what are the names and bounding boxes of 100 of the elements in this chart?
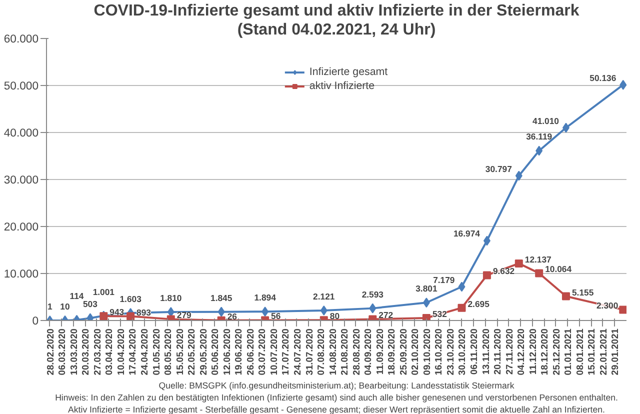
chart-title: COVID-19-Infizierte gesamt und aktiv Infizierte in der Steiermark xyxy=(94,2,580,20)
x-tick-label: 02.10.2020 xyxy=(410,328,420,376)
data-label: 30.797 xyxy=(485,164,512,174)
data-label: 1.810 xyxy=(160,292,182,303)
data-label: 36.119 xyxy=(526,132,552,142)
point xyxy=(458,304,466,312)
data-label: 1.001 xyxy=(92,286,115,297)
point xyxy=(536,146,543,156)
x-tick-label: 23.10.2020 xyxy=(445,328,456,376)
x-tick-label: 27.11.2020 xyxy=(504,328,514,375)
x-tick-label: 27.03.2020 xyxy=(92,328,102,376)
x-tick-label: 17.04.2020 xyxy=(128,328,138,376)
data-label: 114 xyxy=(70,290,84,301)
text: Hinweis: In den Zahlen zu den bestätigten Infektionen (Infizierte gesamt) sind auch alle bisher genesenen und verstorbenen Personen enthalten. xyxy=(55,392,618,402)
x-tick-label: 19.06.2020 xyxy=(234,328,244,376)
x-tick-label: 01.05.2020 xyxy=(151,328,162,376)
x-tick-label: 24.04.2020 xyxy=(140,328,150,376)
x-tick-label: 13.11.2020 xyxy=(480,328,491,375)
data-label: 16.974 xyxy=(453,228,480,239)
data-label: 503 xyxy=(82,299,98,310)
point xyxy=(126,312,135,320)
x-tick-label: 30.10.2020 xyxy=(457,328,468,376)
data-label: 2.593 xyxy=(362,289,384,300)
y-tick-label: 30.000 xyxy=(4,174,39,186)
data-label: 1.894 xyxy=(254,292,276,303)
x-tick-label: 22.05.2020 xyxy=(186,328,197,376)
point xyxy=(422,298,430,308)
x-tick-label: 17.07.2020 xyxy=(280,328,291,376)
x-tick-label: 21.08.2020 xyxy=(340,328,350,376)
point xyxy=(514,259,523,268)
point xyxy=(167,306,174,317)
data-label: 532 xyxy=(432,309,448,319)
x-tick-label: 04.12.2020 xyxy=(516,328,526,376)
x-tick-label: 11.12.2020 xyxy=(528,328,538,375)
chart-subtitle: (Stand 04.02.2021, 24 Uhr) xyxy=(237,22,436,38)
data-label: 26 xyxy=(227,311,238,322)
data-label: 7.179 xyxy=(433,274,455,285)
point xyxy=(535,269,544,278)
x-tick-label: 18.12.2020 xyxy=(540,328,550,376)
point xyxy=(515,170,522,181)
x-tick-label: 15.01.2021 xyxy=(586,328,597,376)
x-tick-label: 08.05.2020 xyxy=(163,328,174,376)
legend-label: Infizierte gesamt xyxy=(309,66,388,78)
x-tick-label: 14.08.2020 xyxy=(328,328,338,376)
point xyxy=(422,314,430,320)
data-label: 1.603 xyxy=(120,294,142,304)
data-label: 3.801 xyxy=(416,284,438,294)
x-tick-label: 26.06.2020 xyxy=(245,328,256,376)
y-tick-label: 20.000 xyxy=(4,222,39,234)
data-label: 80 xyxy=(330,311,340,322)
x-tick-label: 28.02.2020 xyxy=(45,328,56,376)
x-tick-label: 10.04.2020 xyxy=(116,328,126,376)
x-tick-label: 20.11.2020 xyxy=(492,328,503,375)
x-tick-label: 04.09.2020 xyxy=(363,328,374,376)
x-tick-label: 31.07.2020 xyxy=(304,328,314,376)
point xyxy=(483,236,490,246)
x-tick-label: 29.05.2020 xyxy=(198,328,208,376)
y-tick-label: 50.000 xyxy=(4,80,39,92)
data-label: 1.845 xyxy=(210,292,232,303)
y-tick-label: 10.000 xyxy=(4,268,39,280)
x-tick-label: 05.06.2020 xyxy=(210,328,220,376)
x-tick-label: 22.01.2021 xyxy=(598,328,608,376)
data-label: 943 xyxy=(110,307,124,318)
x-tick-label: 18.09.2020 xyxy=(386,328,397,376)
point xyxy=(369,303,376,314)
x-tick-label: 06.03.2020 xyxy=(57,328,68,376)
data-label: 5.155 xyxy=(572,287,594,298)
data-label: 56 xyxy=(271,311,281,322)
data-label: 10 xyxy=(60,301,70,312)
point xyxy=(262,306,269,317)
legend-label: aktiv Infizierte xyxy=(309,80,375,92)
x-tick-label: 06.11.2020 xyxy=(469,328,480,375)
x-tick-label: 01.01.2021 xyxy=(563,328,574,376)
point xyxy=(218,306,225,317)
data-label: 41.010 xyxy=(532,116,560,126)
x-tick-label: 12.06.2020 xyxy=(222,328,232,376)
x-tick-label: 29.01.2021 xyxy=(610,328,620,376)
data-label: 9.632 xyxy=(492,266,515,276)
y-tick-label: 60.000 xyxy=(4,34,39,46)
x-tick-label: 16.10.2020 xyxy=(434,328,444,376)
data-label: 10.064 xyxy=(545,264,572,274)
point xyxy=(458,282,466,292)
point xyxy=(482,271,491,280)
source-note: Quelle: BMSGPK (info.gesundheitsministerium.at); Bearbeitung: Landesstatistik Steiermark xyxy=(158,380,515,390)
x-tick-label: 03.07.2020 xyxy=(257,328,268,376)
data-label: 2.300 xyxy=(596,300,618,311)
data-label: 50.136 xyxy=(590,72,616,83)
point xyxy=(619,306,626,314)
data-label: 2.121 xyxy=(313,292,335,302)
point xyxy=(320,306,328,316)
x-tick-label: 20.03.2020 xyxy=(80,328,91,376)
x-tick-label: 03.04.2020 xyxy=(104,328,114,376)
x-tick-label: 11.09.2020 xyxy=(374,328,385,375)
x-tick-label: 15.05.2020 xyxy=(174,328,185,376)
data-label: 2.695 xyxy=(468,298,490,309)
x-tick-label: 10.07.2020 xyxy=(268,328,279,376)
point xyxy=(562,122,570,133)
x-tick-label: 25.12.2020 xyxy=(551,328,562,376)
y-tick-label: 40.000 xyxy=(4,128,39,140)
data-label: 12.137 xyxy=(524,254,552,264)
